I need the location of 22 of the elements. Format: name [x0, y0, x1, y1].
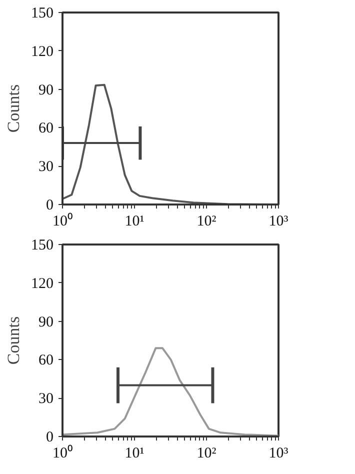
- y-tick-label: 30: [38, 159, 54, 176]
- y-tick-label: 0: [46, 430, 54, 446]
- y-tick-label: 30: [38, 391, 54, 408]
- y-axis-title: Counts: [4, 84, 23, 133]
- x-tick-label: 10²: [196, 214, 217, 230]
- y-axis-title: Counts: [4, 316, 23, 365]
- x-tick-label: 10¹: [124, 446, 144, 462]
- x-tick-label: 10⁰: [52, 444, 72, 462]
- y-tick-label: 150: [31, 238, 54, 254]
- x-tick-label: 10³: [268, 446, 289, 462]
- y-tick-label: 150: [31, 6, 54, 22]
- y-tick-label: 90: [38, 314, 54, 330]
- y-tick-label: 60: [38, 120, 54, 137]
- y-tick-label: 90: [38, 82, 54, 98]
- x-tick-label: 10³: [268, 214, 289, 230]
- x-tick-label: 10¹: [124, 214, 144, 230]
- y-tick-label: 120: [31, 276, 54, 292]
- y-tick-label: 60: [38, 352, 54, 369]
- x-tick-label: 10⁰: [52, 212, 72, 230]
- y-tick-label: 120: [31, 44, 54, 60]
- y-tick-label: 0: [46, 198, 54, 214]
- x-tick-label: 10²: [196, 446, 217, 462]
